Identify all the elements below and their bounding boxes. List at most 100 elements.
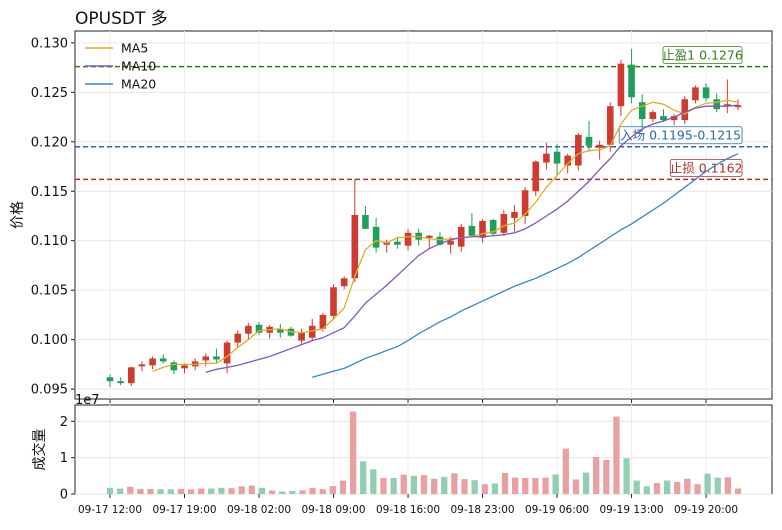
candle-body (543, 153, 550, 163)
x-tick-label: 09-19 13:00 (600, 504, 664, 516)
volume-bar (390, 478, 397, 494)
candle-body (660, 116, 667, 121)
candle-body (234, 333, 242, 343)
x-tick-label: 09-19 06:00 (525, 504, 589, 516)
candle-body (681, 99, 689, 121)
volume-bar (137, 488, 144, 494)
volume-bar (360, 461, 367, 494)
volume-bar (248, 485, 255, 494)
volume-tick-label: 2 (60, 415, 68, 430)
volume-bar (127, 486, 134, 494)
candle-body (638, 102, 646, 120)
volume-bar (674, 482, 681, 494)
x-tick-label: 09-18 23:00 (450, 504, 514, 516)
candle-body (223, 342, 231, 364)
candle-body (117, 381, 124, 384)
volume-bar (501, 472, 509, 494)
price-tick-label: 0.105 (31, 284, 68, 299)
volume-bar (633, 480, 640, 494)
legend-label: MA10 (121, 59, 156, 74)
candle-body (213, 356, 220, 360)
volume-bar (349, 411, 357, 494)
volume-bar (734, 488, 742, 494)
volume-bar (694, 484, 701, 494)
volume-bar (430, 478, 438, 494)
volume-bar (380, 478, 387, 494)
volume-bar (461, 479, 468, 494)
price-axis-label: 价格 (10, 201, 26, 229)
candle-body (245, 325, 252, 334)
candle-body (404, 232, 412, 246)
volume-bar (512, 477, 519, 494)
candle-body (127, 367, 135, 384)
candle-body (575, 134, 582, 166)
legend-label: MA20 (121, 77, 156, 92)
x-tick-label: 09-18 09:00 (301, 504, 365, 516)
candle-body (255, 324, 263, 333)
x-tick-label: 09-18 16:00 (376, 504, 440, 516)
volume-bar (258, 487, 266, 494)
candle-body (330, 287, 337, 316)
volume-bar (522, 478, 529, 494)
candle-body (606, 106, 614, 145)
candle-body (692, 87, 699, 101)
reference-label: 止盈1 0.1276 (662, 48, 743, 63)
volume-bar (268, 490, 276, 494)
candle-body (372, 226, 380, 248)
volume-bar (481, 484, 488, 494)
candle-body (138, 364, 146, 367)
candle-body (468, 225, 476, 236)
candle-body (170, 362, 178, 371)
candle-body (457, 226, 465, 247)
volume-bar (441, 476, 448, 494)
volume-bar (704, 473, 711, 494)
volume-bar (623, 458, 630, 494)
volume-bar (329, 486, 336, 494)
volume-bar (319, 489, 326, 494)
volume-bar (542, 477, 549, 494)
volume-bar (714, 477, 721, 494)
volume-bar (400, 474, 407, 494)
volume-bar (208, 488, 215, 494)
volume-bar (309, 487, 316, 494)
volume-bar (177, 488, 185, 494)
price-tick-label: 0.095 (31, 383, 68, 398)
volume-tick-label: 0 (60, 488, 68, 503)
price-frame (74, 30, 773, 400)
volume-bar (279, 491, 286, 494)
price-tick-label: 0.110 (31, 234, 68, 249)
price-tick-label: 0.120 (31, 135, 68, 150)
candle-body (500, 214, 508, 233)
volume-bar (289, 491, 296, 494)
volume-bar (157, 489, 164, 494)
price-tick-label: 0.130 (31, 36, 68, 51)
ma-line-ma5 (152, 99, 739, 372)
x-tick-label: 09-19 20:00 (674, 504, 738, 516)
candle-body (553, 151, 561, 164)
candle-body (724, 104, 731, 107)
volume-bar (562, 448, 569, 494)
candle-body (298, 332, 305, 341)
x-tick-label: 09-17 12:00 (78, 504, 142, 516)
reference-label: 止损 0.1162 (670, 160, 743, 175)
volume-bar (187, 489, 195, 494)
candle-body (596, 144, 603, 148)
candle-body (426, 235, 433, 238)
volume-bar (613, 416, 620, 494)
volume-bar (198, 488, 205, 494)
price-tick-label: 0.100 (31, 333, 68, 348)
volume-bar (532, 478, 539, 494)
volume-bar (167, 489, 174, 494)
candle-body (277, 328, 284, 333)
volume-bar (147, 488, 154, 494)
volume-bar (603, 459, 610, 494)
chart-title: OPUSDT 多 (75, 9, 168, 29)
candle-body (106, 377, 114, 382)
volume-bar (582, 472, 590, 494)
volume-bar (410, 475, 418, 494)
volume-bar (471, 480, 478, 494)
volume-bar (420, 475, 428, 494)
volume-bar (643, 486, 650, 494)
